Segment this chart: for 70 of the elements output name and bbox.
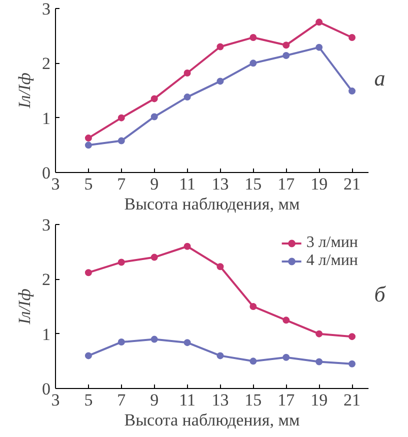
point (184, 70, 191, 76)
x-tick-label: 17 (278, 174, 296, 194)
point (216, 352, 224, 360)
x-tick-label: 11 (179, 390, 196, 410)
x-axis-title: Высота наблюдения, мм (124, 194, 300, 214)
point (118, 114, 125, 122)
legend-label: 3 л/мин (306, 234, 358, 252)
y-tick-label: 0 (42, 380, 50, 398)
point (118, 258, 125, 266)
y-axis-title: Iл/Iф (15, 288, 34, 326)
y-tick-label: 3 (42, 0, 50, 18)
point (348, 333, 356, 340)
x-tick-label: 19 (310, 174, 328, 194)
point (84, 352, 92, 360)
point (216, 43, 224, 50)
point (316, 44, 323, 51)
point (316, 358, 323, 366)
point (282, 316, 290, 324)
text: а (374, 66, 386, 90)
point (184, 242, 191, 250)
text: б (374, 282, 386, 306)
point (282, 52, 290, 60)
point (282, 42, 290, 49)
point (118, 338, 125, 346)
x-tick-label: 21 (344, 174, 361, 194)
y-axis-title: Iл/Iф (15, 72, 34, 110)
x-tick-label: 5 (84, 174, 93, 194)
point (84, 269, 92, 276)
x-tick-label: 11 (179, 174, 196, 194)
point (150, 336, 158, 343)
x-tick-label: 15 (244, 390, 262, 410)
x-tick-label: 9 (150, 174, 159, 194)
point (150, 113, 158, 120)
x-axis-title: Высота наблюдения, мм (124, 410, 300, 430)
x-tick-label: 7 (117, 390, 126, 410)
y-tick-label: 3 (42, 216, 50, 234)
y-tick-label: 2 (42, 270, 50, 290)
point (250, 34, 257, 41)
x-tick-label: 19 (310, 390, 328, 410)
x-tick-label: 21 (344, 390, 361, 410)
point (282, 354, 290, 361)
point (250, 303, 257, 310)
point (184, 339, 191, 346)
y-tick-label: 0 (42, 164, 50, 182)
x-tick-label: 17 (278, 390, 296, 410)
point (184, 94, 191, 101)
point (150, 254, 158, 261)
y-tick-label: 2 (42, 54, 50, 74)
x-tick-label: 7 (117, 174, 126, 194)
point (316, 18, 323, 26)
x-tick-label: 15 (244, 174, 262, 194)
x-tick-label: 9 (150, 390, 159, 410)
point (348, 360, 356, 368)
point (216, 263, 224, 270)
point (84, 142, 92, 149)
point (348, 34, 356, 41)
x-tick-label: 13 (212, 174, 229, 194)
x-tick-label: 13 (212, 390, 229, 410)
point (118, 137, 125, 144)
legend-label: 4 л/мин (306, 252, 358, 270)
point (250, 60, 257, 67)
point (316, 330, 323, 338)
point (84, 134, 92, 142)
point (250, 358, 257, 365)
x-tick-label: 5 (84, 390, 93, 410)
y-tick-label: 1 (42, 324, 50, 344)
y-tick-label: 1 (42, 108, 50, 128)
point (150, 95, 158, 102)
point (348, 88, 356, 95)
point (216, 78, 224, 85)
